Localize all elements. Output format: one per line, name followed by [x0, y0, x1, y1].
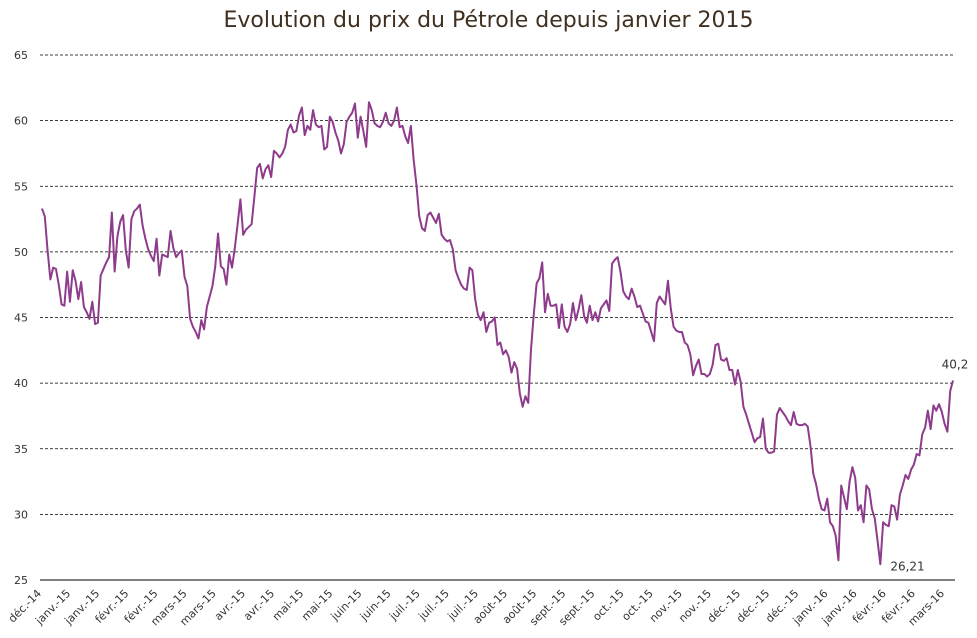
y-tick-label: 40 — [14, 377, 28, 390]
y-tick-label: 35 — [14, 443, 28, 456]
x-tick-label: juin-15 — [328, 587, 365, 624]
x-tick-label: mai-15 — [299, 587, 335, 623]
y-tick-label: 50 — [14, 246, 28, 259]
x-tick-label: avr.-15 — [212, 587, 248, 623]
data-labels: 26,21 40,2 — [890, 358, 968, 574]
data-label: 26,21 — [890, 559, 924, 573]
y-tick-label: 45 — [14, 312, 28, 325]
y-tick-label: 60 — [14, 115, 28, 128]
y-tick-label: 25 — [14, 574, 28, 587]
x-tick-label: mai-15 — [270, 587, 306, 623]
data-label: 40,2 — [942, 358, 969, 372]
gridlines — [40, 54, 955, 581]
y-tick-label: 30 — [14, 508, 28, 521]
chart-title: Evolution du prix du Pétrole depuis janv… — [223, 8, 754, 33]
series-line — [41, 101, 954, 566]
x-axis-ticks: déc.-14janv.-15janv.-15févr.-15févr.-15m… — [6, 587, 947, 628]
x-tick-label: juin-15 — [357, 587, 394, 624]
x-tick-label: avr.-15 — [241, 587, 277, 623]
series-layer — [41, 101, 954, 566]
x-tick-label: oct.-15 — [590, 587, 626, 623]
x-tick-label: juil.-15 — [386, 587, 422, 623]
y-tick-label: 65 — [14, 49, 28, 62]
y-tick-label: 55 — [14, 180, 28, 193]
y-axis-ticks: 25 30 35 40 45 50 55 60 65 — [14, 49, 28, 587]
x-tick-label: juil.-15 — [415, 587, 451, 623]
